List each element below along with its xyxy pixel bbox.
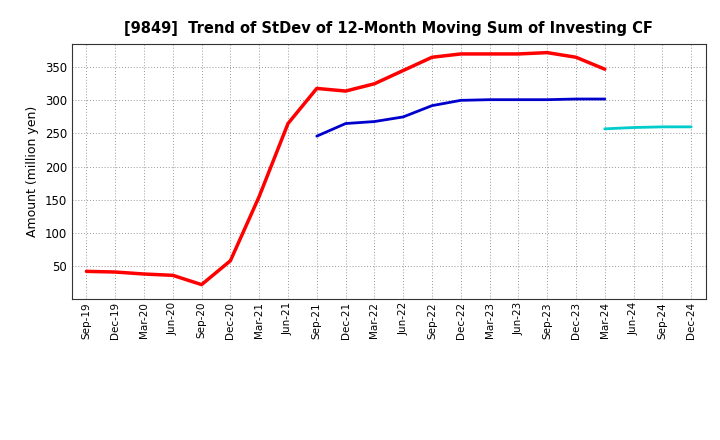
Legend: 3 Years, 5 Years, 7 Years, 10 Years: 3 Years, 5 Years, 7 Years, 10 Years — [184, 438, 593, 440]
Title: [9849]  Trend of StDev of 12-Month Moving Sum of Investing CF: [9849] Trend of StDev of 12-Month Moving… — [125, 21, 653, 36]
Y-axis label: Amount (million yen): Amount (million yen) — [27, 106, 40, 237]
